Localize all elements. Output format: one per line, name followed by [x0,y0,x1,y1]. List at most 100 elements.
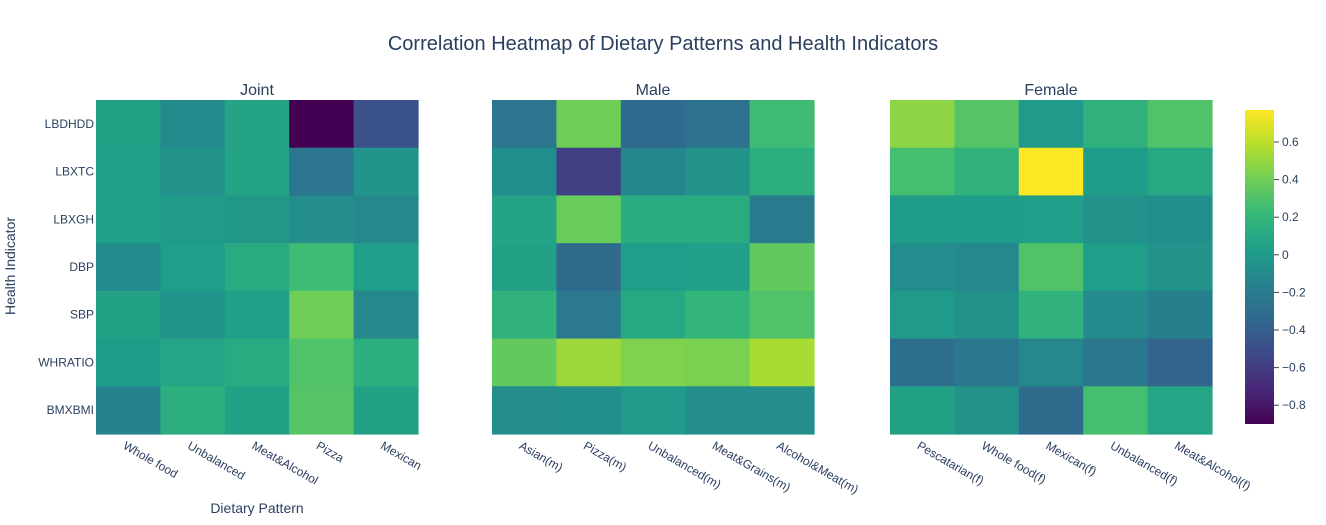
heatmap-cell [1083,243,1149,292]
y-tick-label: LBDHDD [45,117,95,131]
heatmap-cell [224,338,290,387]
heatmap-cell [160,100,226,149]
heatmap-cell [1018,338,1084,387]
y-axis-title: Health Indicator [2,217,18,315]
heatmap-cell [289,243,355,292]
heatmap-cell [353,338,419,387]
heatmap-cell [890,195,955,244]
heatmap-cell [685,147,751,197]
x-tick-label: Whole food [121,438,181,480]
heatmap-cell [1018,147,1084,197]
heatmap-cell [954,147,1020,197]
x-tick-label: Meat&Alcohol(f) [1172,438,1253,493]
heatmap-cell [1147,386,1213,435]
heatmap-cell [556,386,622,435]
heatmap-cell [96,195,161,244]
heatmap-cell [556,338,622,387]
heatmap-cell [556,290,622,340]
x-tick-label: Meat&Alcohol [250,438,321,487]
colorbar: 0.6 0.4 0.2 0 −0.2 −0.4 −0.6 −0.8 [1245,110,1306,424]
heatmap-cell [954,338,1020,387]
panel-title: Male [636,82,671,99]
colorbar-tick-label: 0.2 [1282,210,1299,224]
heatmap-cell [224,100,290,149]
heatmap-cell [160,386,226,435]
heatmap-cell [556,147,622,197]
heatmap-cell [492,386,557,435]
heatmap-cell [1083,195,1149,244]
heatmap-cell [160,290,226,340]
heatmap-cell [353,243,419,292]
x-tick-label: Pizza(m) [581,438,629,474]
heatmap-cell [160,147,226,197]
heatmap-cell [1147,147,1213,197]
heatmap-cell [289,195,355,244]
x-tick-label: Whole food(f) [979,438,1048,486]
heatmap-cell [890,147,955,197]
y-tick-label: SBP [70,308,94,322]
heatmap-cell [890,338,955,387]
heatmap-cell [1018,386,1084,435]
heatmap-cell [492,100,557,149]
heatmap-cell [954,386,1020,435]
heatmap-cell [353,147,419,197]
heatmap-cell [96,100,161,149]
heatmap-cell [1083,147,1149,197]
heatmap-cell [620,147,686,197]
heatmap-cell [492,147,557,197]
heatmap-cell [749,195,815,244]
heatmap-cell [289,290,355,340]
heatmap-cell [954,195,1020,244]
panel-female: Female Pescatarian(f)Whole food(f)Mexican… [890,82,1253,493]
y-tick-label: BMXBMI [47,403,94,417]
heatmap-cell [749,338,815,387]
y-tick-label: LBXTC [55,165,94,179]
heatmap-cell [749,147,815,197]
heatmap-cell [96,386,161,435]
heatmap-cell [749,386,815,435]
heatmap-cell [685,386,751,435]
heatmap-cell [289,386,355,435]
x-tick-label: Pescatarian(f) [915,438,987,487]
heatmap-cell [224,290,290,340]
heatmap-cell [556,195,622,244]
y-tick-label: WHRATIO [38,355,94,369]
heatmap-cell [620,386,686,435]
colorbar-tick-label: 0.4 [1282,173,1299,187]
colorbar-tick-label: −0.6 [1282,361,1306,375]
x-tick-label: Unbalanced [185,438,247,482]
heatmap-cell [685,100,751,149]
heatmap-cell [954,100,1020,149]
heatmap-cell [890,100,955,149]
heatmap-cell [1147,243,1213,292]
heatmap-cell [620,290,686,340]
heatmap-cell [685,338,751,387]
heatmap-cell [96,290,161,340]
colorbar-tick-label: 0.6 [1282,135,1299,149]
x-tick-label: Mexican(f) [1044,438,1100,478]
heatmap-cell [353,100,419,149]
heatmap-cell [1147,195,1213,244]
heatmap-cell [749,290,815,340]
heatmap-cell [749,243,815,292]
heatmap-cell [492,243,557,292]
heatmap-cell [353,386,419,435]
heatmap-cell [1083,100,1149,149]
heatmap-cell [160,195,226,244]
heatmap-cell [1147,290,1213,340]
heatmap-cell [620,100,686,149]
heatmap-cell [620,338,686,387]
heatmap-cell [492,338,557,387]
heatmap-cell [353,290,419,340]
x-tick-label: Asian(m) [517,438,566,474]
heatmap-cell [685,195,751,244]
heatmap-cell [1083,386,1149,435]
colorbar-tick-label: 0 [1282,248,1289,262]
heatmap-cell [224,195,290,244]
heatmap-cell [685,243,751,292]
heatmap-cell [556,100,622,149]
heatmap-cell [620,243,686,292]
